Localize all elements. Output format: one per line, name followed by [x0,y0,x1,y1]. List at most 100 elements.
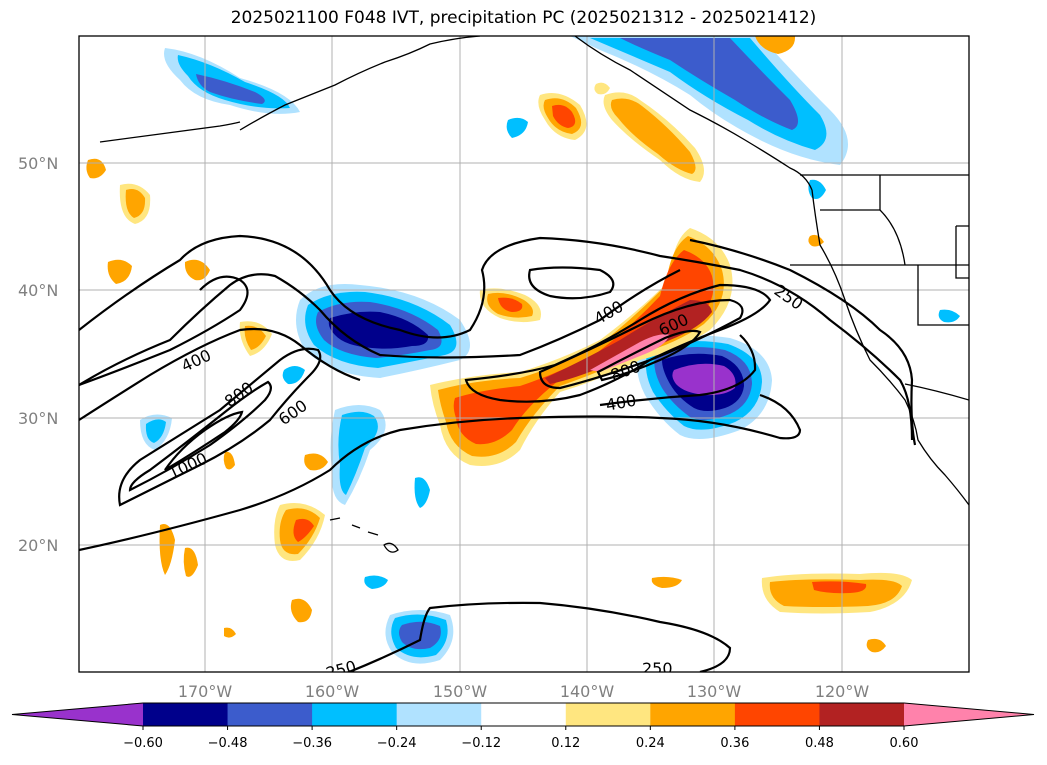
contour-250-se [345,601,732,672]
pos-blob-north-tiny-2 [594,82,610,95]
ivt-contours [79,234,917,672]
state-border-1 [820,175,881,211]
colorbar-segment [734,703,820,726]
contour-400 [79,275,249,387]
pos-blob-land-1 [808,234,824,247]
pos-blob-hawaii-3 [183,547,198,577]
colorbar-tick-label: −0.36 [292,736,332,751]
contour-600 [118,347,322,507]
contour-250-west [79,234,914,441]
contour-label: 400 [178,345,214,375]
contour-label: 400 [604,391,637,415]
pos-blob-hawaii-1-core [293,518,314,542]
colorbar-tick-label: −0.48 [208,736,248,751]
pos-blob-south-2-core [812,581,867,594]
coastlines [99,36,969,553]
neg-blob-gulf-alaska-core [620,38,799,130]
lat-label: 40°N [18,281,58,300]
colorbar-segment [143,703,229,726]
neg-blob-aleutian-core [196,74,265,104]
west-coast [811,189,969,506]
contour-label: 250 [771,281,807,314]
neg-blob-gulf-alaska-mid [590,38,827,150]
gridlines [79,36,969,672]
colorbar-segment [650,703,736,726]
pos-blob-ar-core [590,334,670,372]
neg-blob-central-south-core [338,411,378,495]
colorbar-tick-label: 0.48 [805,736,834,751]
pos-blob-north-small-core [552,104,576,128]
colorbar-tick-label: −0.12 [461,736,501,751]
colorbar-segment [481,703,567,726]
lon-label: 170°W [178,682,233,701]
alaska-peninsula [239,36,481,131]
neg-blob-east-core [672,363,736,396]
lat-labels: 50°N 40°N 30°N 20°N [18,154,58,555]
lon-label: 150°W [433,682,488,701]
mexico-border [904,383,969,401]
contour-400-east [528,266,615,300]
pos-blob-west-2 [107,259,132,284]
state-border-5 [955,225,969,279]
contour-250-coast [689,238,917,446]
colorbar-extend-min [12,703,143,726]
colorbar-segment [227,703,313,726]
colorbar-tick-label: −0.24 [377,736,417,751]
lat-label: 50°N [18,154,58,173]
contour-label: 600 [275,396,311,429]
neg-blob-hawaii-east [414,477,430,508]
neg-blob-small-2 [364,575,388,589]
pos-blob-hawaii-5 [223,451,235,470]
pos-blob-south-2-mid [769,579,902,607]
colorbar-tick-label: 0.36 [720,736,749,751]
neg-blob-aleutian-inner [177,55,290,109]
neg-blob-small-3 [938,309,960,323]
pos-blob-south-3 [651,576,682,588]
lon-labels: 170°W 160°W 150°W 140°W 130°W 120°W [178,682,870,701]
contour-label: 250 [324,657,358,683]
contour-400-ar [464,283,772,403]
pos-blob-west-1-core [125,189,146,218]
neg-blob-west-small-core [145,419,166,443]
colorbar-tick-label: 0.24 [636,736,665,751]
contour-250-west-inner [79,327,361,421]
state-border-4 [917,265,969,326]
pos-blob-hawaii-6 [224,627,236,638]
contour-1000 [164,410,244,471]
pos-blob-hawaii-4 [304,453,328,471]
colorbar-segment [565,703,651,726]
colorbar-extend-max [904,703,1034,726]
contour-400-ar-south [599,334,757,407]
neg-blob-small-1 [506,117,528,138]
pos-blob-south-4 [866,638,886,653]
aleutian-chain [99,121,241,143]
colorbar: −0.60 −0.48 −0.36 −0.24 −0.12 0.12 0.24 0.36 0.4… [11,702,1035,751]
colorbar-segment [312,703,398,726]
pos-blob-hawaii-2 [159,524,175,575]
pos-blob-bc-core [610,98,696,174]
lon-label: 120°W [815,682,870,701]
lon-label: 130°W [687,682,742,701]
lat-label: 30°N [18,409,58,428]
lat-label: 20°N [18,536,58,555]
alaska-panhandle [574,36,813,191]
colorbar-segment [396,703,482,726]
pos-blob-south-1 [290,598,312,623]
contour-600-east [538,298,744,390]
contour-400-north [79,269,681,386]
pos-blob-west-5 [184,259,210,281]
colorbar-tick-label: 0.12 [551,736,580,751]
state-border-3 [879,209,906,266]
lon-label: 160°W [305,682,360,701]
lon-label: 140°W [560,682,615,701]
colorbar-tick-label: 0.60 [890,736,919,751]
pos-blob-west-3 [86,158,106,179]
precip-shading [86,36,960,664]
map-frame [78,35,970,673]
hawaii-islands [329,517,399,553]
colorbar-segment [819,703,905,726]
neg-blob-small-5 [282,366,305,385]
pos-blob-mid-ocean-red [498,297,523,312]
colorbar-tick-label: −0.60 [123,736,163,751]
